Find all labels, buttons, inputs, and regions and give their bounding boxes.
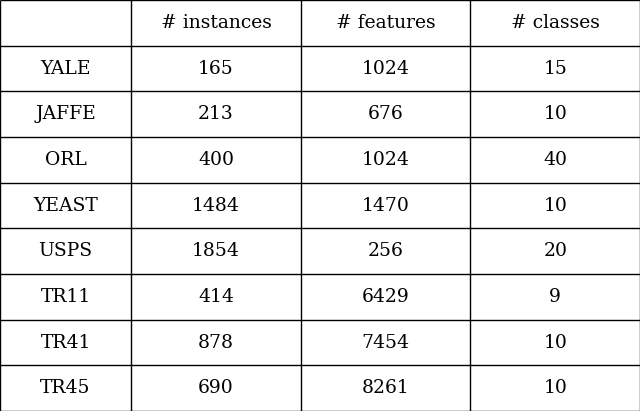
Text: 256: 256 — [367, 242, 404, 260]
Text: 6429: 6429 — [362, 288, 410, 306]
Text: 1024: 1024 — [362, 151, 410, 169]
Text: 7454: 7454 — [362, 333, 410, 351]
Text: 20: 20 — [543, 242, 567, 260]
Text: 1470: 1470 — [362, 196, 410, 215]
Text: # features: # features — [336, 14, 435, 32]
Text: 1024: 1024 — [362, 60, 410, 78]
Text: 40: 40 — [543, 151, 567, 169]
Text: # instances: # instances — [161, 14, 271, 32]
Text: TR41: TR41 — [40, 333, 91, 351]
Text: 676: 676 — [368, 105, 403, 123]
Text: USPS: USPS — [38, 242, 93, 260]
Text: 15: 15 — [543, 60, 567, 78]
Text: 165: 165 — [198, 60, 234, 78]
Text: 8261: 8261 — [362, 379, 410, 397]
Text: # classes: # classes — [511, 14, 600, 32]
Text: 9: 9 — [549, 288, 561, 306]
Text: ORL: ORL — [45, 151, 86, 169]
Text: TR11: TR11 — [40, 288, 91, 306]
Text: YEAST: YEAST — [33, 196, 98, 215]
Text: JAFFE: JAFFE — [35, 105, 96, 123]
Text: 10: 10 — [543, 196, 567, 215]
Text: 1484: 1484 — [192, 196, 240, 215]
Text: YALE: YALE — [40, 60, 91, 78]
Text: 414: 414 — [198, 288, 234, 306]
Text: 10: 10 — [543, 105, 567, 123]
Text: 690: 690 — [198, 379, 234, 397]
Text: TR45: TR45 — [40, 379, 91, 397]
Text: 1854: 1854 — [192, 242, 240, 260]
Text: 400: 400 — [198, 151, 234, 169]
Text: 10: 10 — [543, 379, 567, 397]
Text: 10: 10 — [543, 333, 567, 351]
Text: 213: 213 — [198, 105, 234, 123]
Text: 878: 878 — [198, 333, 234, 351]
